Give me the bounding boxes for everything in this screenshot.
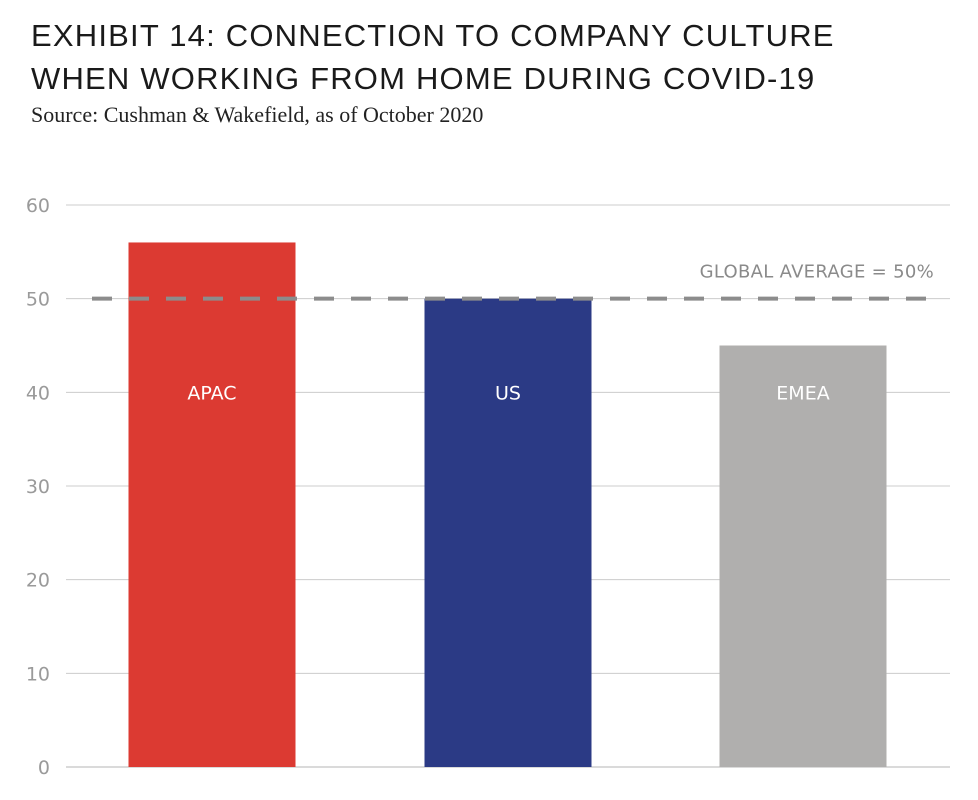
reference-line-group: GLOBAL AVERAGE = 50% — [92, 262, 934, 301]
y-tick-label: 40 — [26, 382, 50, 404]
bar-apac — [128, 242, 296, 767]
y-axis-ticks: 0 10 20 30 40 50 60 — [26, 195, 50, 779]
bar-us — [424, 298, 592, 767]
y-tick-label: 50 — [26, 289, 50, 311]
y-tick-label: 30 — [26, 476, 50, 498]
bars — [128, 242, 887, 767]
y-tick-label: 10 — [26, 663, 50, 685]
bar-category-label: US — [495, 382, 521, 404]
chart-title-line-2: WHEN WORKING FROM HOME DURING COVID-19 — [31, 61, 816, 96]
y-tick-label: 60 — [26, 195, 50, 217]
bar-labels: APAC US EMEA — [187, 382, 829, 404]
y-tick-label: 20 — [26, 570, 50, 592]
chart-title: EXHIBIT 14: CONNECTION TO COMPANY CULTUR… — [31, 14, 835, 100]
chart-source-note: Source: Cushman & Wakefield, as of Octob… — [31, 102, 484, 127]
bar-category-label: EMEA — [776, 382, 829, 404]
global-average-label: GLOBAL AVERAGE = 50% — [700, 262, 934, 283]
bar-category-label: APAC — [187, 382, 236, 404]
bar-emea — [719, 345, 887, 767]
chart-title-line-1: EXHIBIT 14: CONNECTION TO COMPANY CULTUR… — [31, 18, 835, 53]
y-tick-label: 0 — [38, 757, 50, 779]
